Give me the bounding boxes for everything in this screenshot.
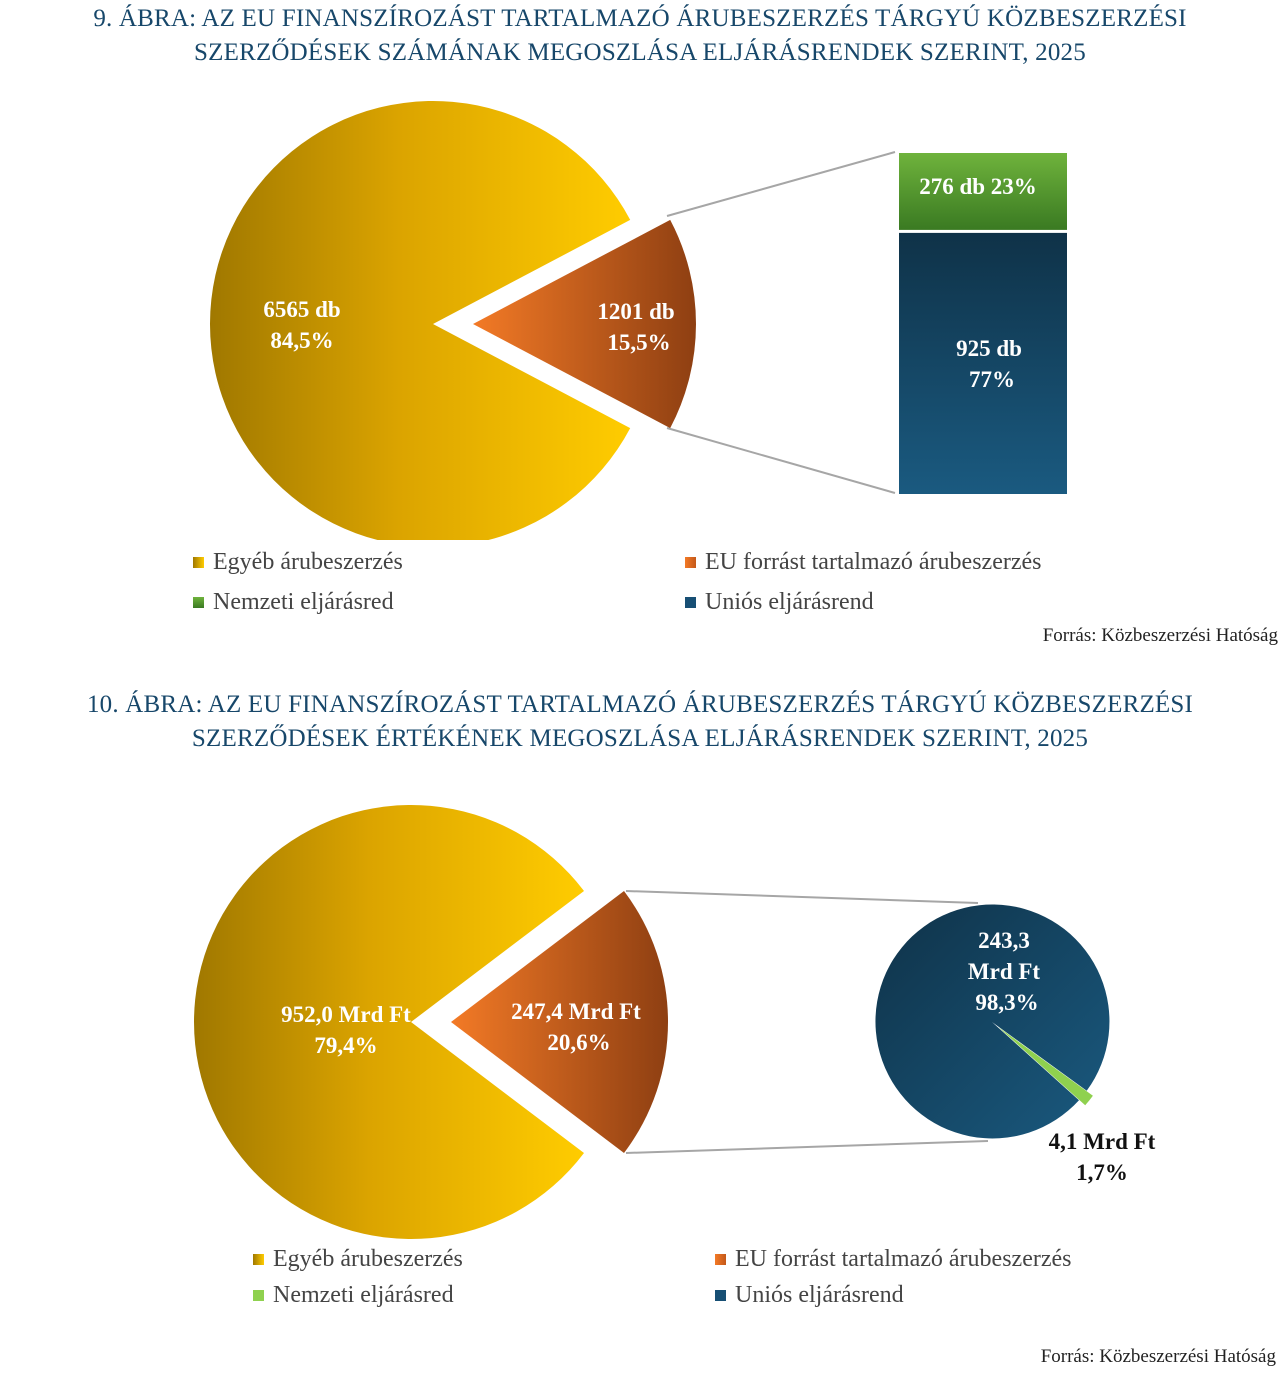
fig1-connector-top <box>666 151 896 217</box>
legend-label-unios: Uniós eljárásrend <box>705 589 874 615</box>
fig1-label-egyeb-percent: 84,5% <box>270 328 333 353</box>
fig1-label-egyeb-value: 6565 db <box>263 297 340 322</box>
fig2-legend-egyeb: Egyéb árubeszerzés <box>253 1246 463 1273</box>
figure1-title-line1: 9. ÁBRA: AZ EU FINANSZÍROZÁST TARTALMAZÓ… <box>93 5 1187 32</box>
legend-label-eu: EU forrást tartalmazó árubeszerzés <box>705 549 1042 575</box>
legend-swatch-nemzeti <box>253 1290 264 1301</box>
fig2-slice-egyeb <box>194 805 584 1239</box>
fig2-connector-bottom <box>625 1140 989 1154</box>
fig1-bar-unios <box>899 232 1067 494</box>
figure2-title: 10. ÁBRA: AZ EU FINANSZÍROZÁST TARTALMAZ… <box>0 688 1280 756</box>
figure1-chart: 6565 db 84,5% 1201 db 15,5% 276 db 23% 9… <box>209 101 1067 540</box>
figure1-title-line2: SZERZŐDÉSEK SZÁMÁNAK MEGOSZLÁSA ELJÁRÁSR… <box>194 39 1086 66</box>
fig2-source: Forrás: Közbeszerzési Hatóság <box>1040 1346 1276 1367</box>
fig2-slice-unios <box>875 904 1110 1139</box>
fig2-label-egyeb-value: 952,0 Mrd Ft <box>281 1002 411 1027</box>
figure2-title-line2: SZERZŐDÉSEK ÉRTÉKÉNEK MEGOSZLÁSA ELJÁRÁS… <box>191 725 1089 752</box>
fig1-label-unios-value: 925 db <box>956 336 1022 361</box>
fig1-connector-bottom <box>666 427 896 494</box>
fig2-slice-nemzeti <box>998 1027 1093 1106</box>
fig1-slice-egyeb <box>209 101 631 540</box>
fig1-source: Forrás: Közbeszerzési Hatóság <box>1042 625 1278 646</box>
figure1-title: 9. ÁBRA: AZ EU FINANSZÍROZÁST TARTALMAZÓ… <box>0 2 1280 70</box>
fig1-bar-nemzeti <box>899 153 1067 230</box>
fig1-legend-nemzeti: Nemzeti eljárásred <box>193 589 394 616</box>
legend-swatch-unios <box>715 1290 726 1301</box>
legend-swatch-egyeb <box>253 1254 264 1265</box>
fig1-legend-egyeb: Egyéb árubeszerzés <box>193 549 403 576</box>
fig2-connector-top <box>625 890 979 904</box>
fig2-label-unios-line2: Mrd Ft <box>968 959 1041 984</box>
fig1-label-unios-percent: 77% <box>969 367 1015 392</box>
legend-label-nemzeti: Nemzeti eljárásred <box>213 589 394 615</box>
fig2-label-egyeb-percent: 79,4% <box>314 1033 377 1058</box>
legend-swatch-unios <box>685 597 696 608</box>
fig1-legend-unios: Uniós eljárásrend <box>685 589 874 616</box>
legend-label-eu: EU forrást tartalmazó árubeszerzés <box>735 1246 1072 1272</box>
fig1-label-nemzeti: 276 db 23% <box>919 174 1037 199</box>
figure2-chart: 952,0 Mrd Ft 79,4% 247,4 Mrd Ft 20,6% 24… <box>194 805 1156 1239</box>
fig1-label-eu-percent: 15,5% <box>607 330 670 355</box>
figure2-title-line1: 10. ÁBRA: AZ EU FINANSZÍROZÁST TARTALMAZ… <box>86 691 1194 718</box>
fig2-label-eu-percent: 20,6% <box>547 1030 610 1055</box>
legend-label-egyeb: Egyéb árubeszerzés <box>213 549 403 575</box>
fig1-legend-eu: EU forrást tartalmazó árubeszerzés <box>685 549 1041 576</box>
legend-swatch-eu <box>685 557 696 568</box>
fig2-label-nemzeti-value: 4,1 Mrd Ft <box>1049 1129 1156 1154</box>
legend-label-egyeb: Egyéb árubeszerzés <box>273 1246 463 1272</box>
fig2-label-unios-percent: 98,3% <box>975 990 1038 1015</box>
fig2-label-unios-line1: 243,3 <box>978 928 1030 953</box>
legend-swatch-nemzeti <box>193 597 204 608</box>
fig2-legend-nemzeti: Nemzeti eljárásred <box>253 1282 454 1309</box>
fig1-slice-eu <box>473 219 696 429</box>
fig2-label-eu-value: 247,4 Mrd Ft <box>511 999 641 1024</box>
legend-label-nemzeti: Nemzeti eljárásred <box>273 1282 454 1308</box>
fig2-label-nemzeti-percent: 1,7% <box>1076 1160 1128 1185</box>
legend-swatch-eu <box>715 1254 726 1265</box>
legend-label-unios: Uniós eljárásrend <box>735 1282 904 1308</box>
fig2-legend-unios: Uniós eljárásrend <box>715 1282 904 1309</box>
fig2-slice-eu <box>451 891 669 1153</box>
legend-swatch-egyeb <box>193 557 204 568</box>
fig2-legend-eu: EU forrást tartalmazó árubeszerzés <box>715 1246 1071 1273</box>
fig1-label-eu-value: 1201 db <box>597 299 674 324</box>
